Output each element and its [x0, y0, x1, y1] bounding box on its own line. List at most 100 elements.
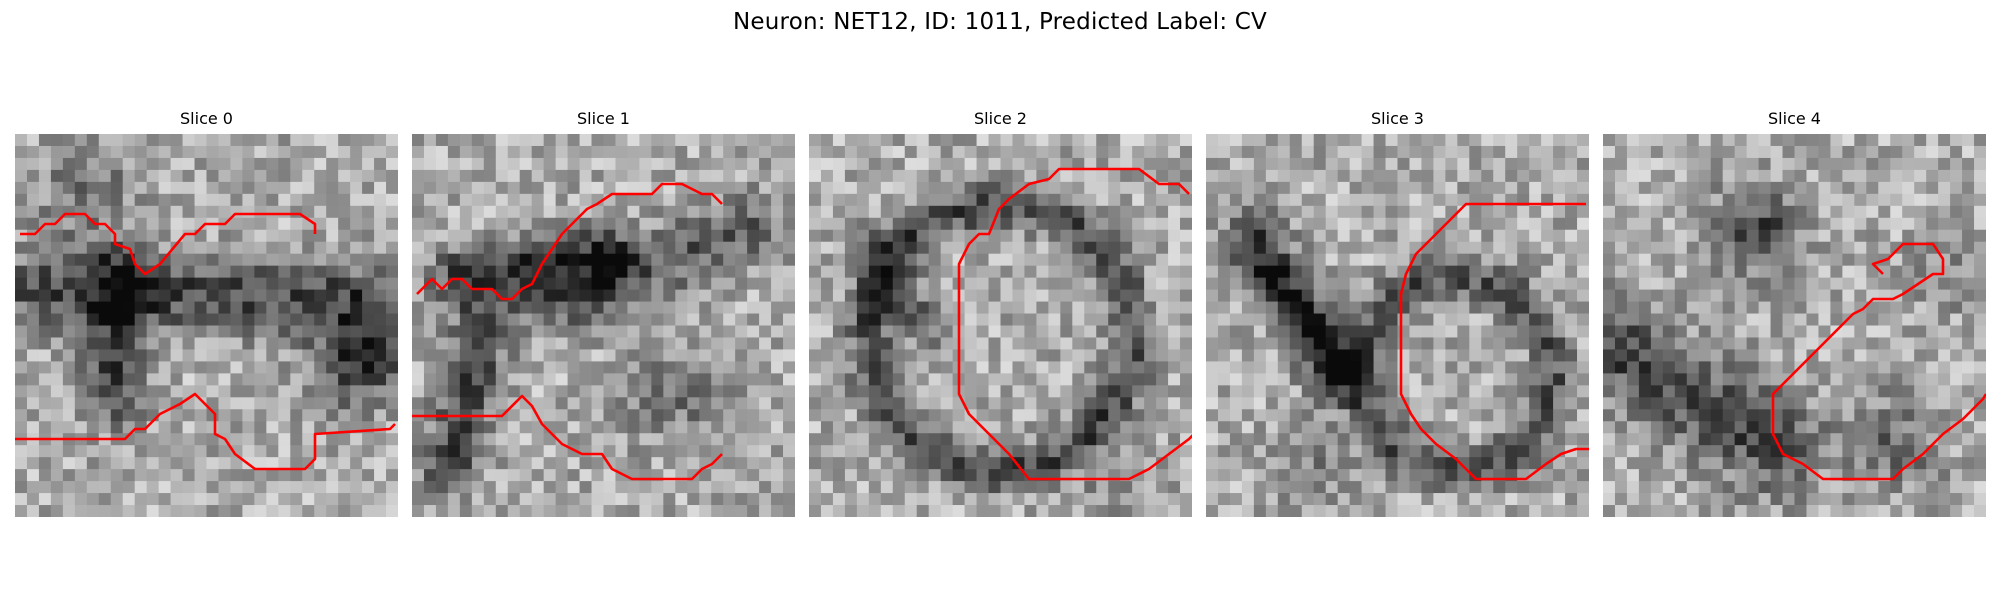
image-pixel	[386, 169, 398, 183]
image-pixel	[1662, 445, 1676, 458]
image-pixel	[747, 385, 760, 398]
image-pixel	[868, 134, 882, 147]
image-pixel	[1265, 409, 1279, 422]
image-pixel	[1938, 289, 1951, 302]
image-pixel	[471, 457, 485, 470]
image-pixel	[809, 217, 822, 231]
image-pixel	[254, 229, 267, 243]
image-pixel	[1397, 193, 1410, 207]
image-pixel	[230, 373, 243, 386]
image-pixel	[302, 241, 315, 255]
image-pixel	[1746, 385, 1759, 398]
image-pixel	[1024, 445, 1037, 458]
image-pixel	[26, 481, 40, 494]
image-pixel	[699, 241, 712, 255]
image-pixel	[1433, 253, 1446, 267]
image-pixel	[1072, 277, 1085, 290]
image-pixel	[904, 337, 918, 350]
image-pixel	[98, 421, 112, 434]
image-pixel	[928, 349, 942, 362]
image-pixel	[1229, 301, 1243, 314]
image-pixel	[1577, 493, 1589, 506]
image-pixel	[374, 433, 387, 446]
image-pixel	[374, 241, 387, 255]
image-pixel	[1746, 361, 1759, 374]
image-pixel	[374, 349, 387, 362]
image-pixel	[928, 217, 942, 231]
image-pixel	[1457, 457, 1470, 470]
image-pixel	[1217, 205, 1231, 219]
image-pixel	[1301, 241, 1315, 255]
image-pixel	[1120, 193, 1133, 207]
image-pixel	[338, 337, 351, 350]
image-pixel	[880, 289, 894, 302]
image-pixel	[555, 445, 568, 458]
image-pixel	[242, 361, 255, 374]
image-pixel	[603, 481, 616, 494]
image-pixel	[1265, 253, 1279, 267]
image-pixel	[1614, 445, 1628, 458]
image-pixel	[856, 289, 870, 302]
image-pixel	[940, 457, 954, 470]
image-pixel	[940, 325, 954, 338]
image-pixel	[1206, 265, 1219, 279]
image-pixel	[519, 361, 533, 374]
image-pixel	[832, 349, 846, 362]
image-pixel	[964, 301, 977, 314]
image-pixel	[1361, 457, 1374, 470]
image-pixel	[832, 134, 846, 147]
image-pixel	[206, 373, 219, 386]
image-pixel	[146, 385, 160, 398]
image-pixel	[1313, 241, 1327, 255]
image-pixel	[1806, 134, 1819, 147]
image-pixel	[783, 277, 795, 290]
image-pixel	[1722, 361, 1736, 374]
image-pixel	[1505, 301, 1518, 314]
image-pixel	[809, 313, 822, 326]
image-pixel	[1686, 313, 1700, 326]
image-pixel	[1698, 205, 1712, 219]
image-pixel	[880, 325, 894, 338]
image-pixel	[735, 289, 748, 302]
image-pixel	[1866, 421, 1879, 434]
image-pixel	[254, 469, 267, 482]
image-pixel	[218, 289, 231, 302]
image-pixel	[1962, 205, 1975, 219]
image-pixel	[326, 193, 339, 207]
image-pixel	[844, 445, 858, 458]
image-pixel	[868, 421, 882, 434]
image-pixel	[242, 373, 255, 386]
image-pixel	[26, 277, 40, 290]
image-pixel	[1770, 217, 1783, 231]
slice-panel-3: Slice 3	[1206, 108, 1589, 517]
image-pixel	[386, 325, 398, 338]
image-pixel	[1036, 301, 1049, 314]
image-pixel	[1217, 193, 1231, 207]
image-pixel	[832, 445, 846, 458]
image-pixel	[976, 157, 989, 171]
image-pixel	[1830, 229, 1843, 243]
image-pixel	[1313, 301, 1327, 314]
image-pixel	[1096, 253, 1109, 267]
image-pixel	[507, 445, 521, 458]
image-pixel	[1229, 385, 1243, 398]
image-pixel	[471, 373, 485, 386]
image-pixel	[1626, 385, 1640, 398]
image-pixel	[1072, 181, 1085, 195]
image-pixel	[1854, 145, 1867, 159]
image-pixel	[26, 457, 40, 470]
image-pixel	[1168, 134, 1181, 147]
image-pixel	[531, 361, 545, 374]
image-pixel	[412, 134, 425, 147]
image-pixel	[783, 134, 795, 147]
image-pixel	[98, 229, 112, 243]
image-pixel	[988, 181, 1001, 195]
image-pixel	[940, 445, 954, 458]
image-pixel	[1914, 349, 1927, 362]
image-pixel	[1830, 337, 1843, 350]
image-pixel	[326, 481, 339, 494]
image-pixel	[1361, 301, 1374, 314]
image-pixel	[412, 289, 425, 302]
image-pixel	[832, 385, 846, 398]
image-pixel	[1385, 433, 1398, 446]
